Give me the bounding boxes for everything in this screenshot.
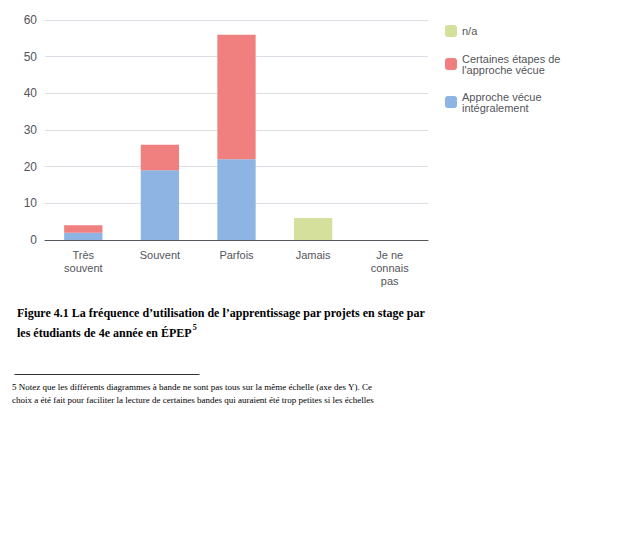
svg-text:Parfois: Parfois [219, 249, 254, 261]
svg-text:connais: connais [371, 262, 409, 274]
svg-text:30: 30 [24, 123, 38, 137]
svg-text:5 Notez que les différents dia: 5 Notez que les différents diagrammes à … [12, 382, 372, 392]
svg-text:Souvent: Souvent [140, 249, 180, 261]
svg-text:choix a été fait pour facilite: choix a été fait pour faciliter la lectu… [12, 395, 374, 405]
svg-text:10: 10 [24, 196, 38, 210]
svg-text:souvent: souvent [64, 262, 103, 274]
svg-text:60: 60 [24, 13, 38, 27]
svg-text:20: 20 [24, 160, 38, 174]
svg-text:n/a: n/a [462, 25, 478, 37]
svg-text:40: 40 [24, 86, 38, 100]
svg-text:5: 5 [193, 323, 197, 332]
svg-text:pas: pas [381, 275, 399, 287]
svg-text:Jamais: Jamais [296, 249, 331, 261]
svg-text:Approche vécue: Approche vécue [462, 90, 542, 103]
svg-text:Certaines étapes de: Certaines étapes de [462, 52, 561, 65]
svg-text:Figure 4.1 La fréquence d’util: Figure 4.1 La fréquence d’utilisation de… [17, 306, 425, 320]
svg-text:0: 0 [30, 233, 37, 247]
svg-text:50: 50 [24, 50, 38, 64]
svg-text:Très: Très [73, 249, 95, 261]
svg-text:intégralement: intégralement [462, 102, 529, 114]
svg-text:Je ne: Je ne [376, 249, 403, 261]
svg-text:les étudiants de 4e année en É: les étudiants de 4e année en ÉPEP [17, 326, 192, 340]
svg-text:l'approche vécue: l'approche vécue [462, 64, 545, 76]
